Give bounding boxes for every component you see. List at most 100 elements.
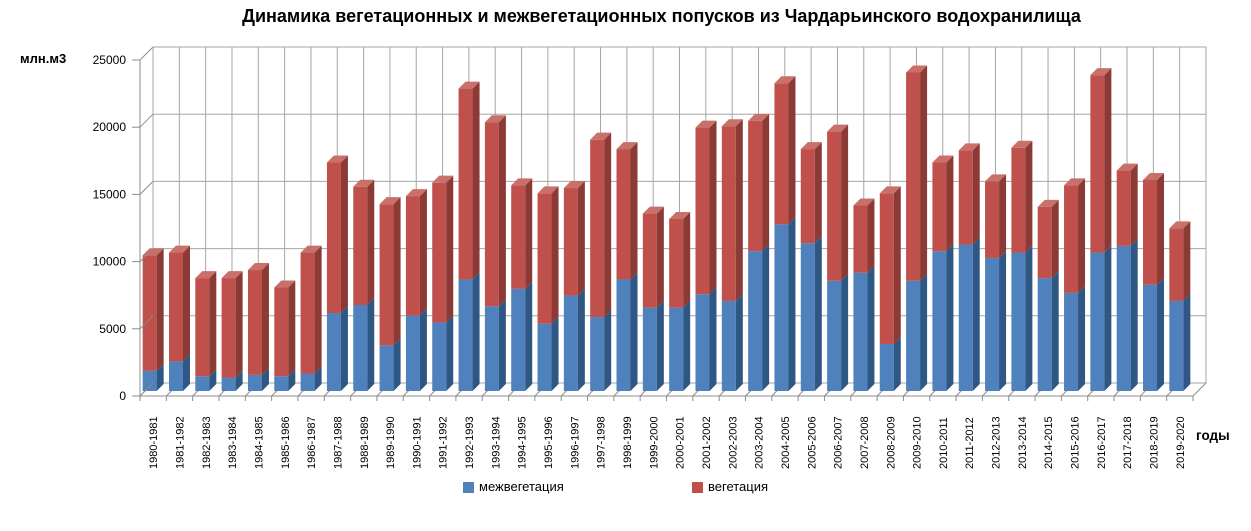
intervegetation-bar-segment	[221, 377, 236, 391]
vegetation-bar-top	[405, 189, 427, 197]
bar-2010-2011	[932, 155, 954, 391]
x-category-label: 1991-1992	[438, 416, 450, 469]
intervegetation-bar-segment	[642, 307, 657, 391]
vegetation-bar-side	[314, 245, 322, 374]
bar-1984-1985	[247, 263, 269, 391]
vegetation-bar-segment	[827, 131, 842, 281]
intervegetation-bar-segment	[247, 374, 262, 391]
bar-1993-1994	[484, 115, 506, 391]
intervegetation-bar-segment	[695, 294, 710, 391]
intervegetation-bar-segment	[1090, 252, 1105, 391]
x-category-label: 2001-2002	[701, 416, 713, 469]
bar-2011-2012	[958, 143, 980, 391]
bar-2019-2020	[1169, 221, 1191, 391]
vegetation-bar-segment	[247, 270, 262, 375]
intervegetation-bar-side	[551, 316, 559, 391]
intervegetation-bar-side	[1157, 277, 1165, 391]
intervegetation-bar-segment	[326, 313, 341, 391]
vegetation-bar-side	[814, 142, 822, 244]
intervegetation-bar-segment	[405, 315, 420, 391]
bar-1997-1998	[590, 132, 612, 391]
intervegetation-bar-segment	[853, 272, 868, 391]
intervegetation-bar-side	[867, 265, 875, 391]
bar-1981-1982	[168, 245, 190, 391]
bar-2002-2003	[721, 119, 743, 391]
intervegetation-bar-segment	[1143, 284, 1158, 391]
intervegetation-bar-segment	[511, 288, 526, 391]
vegetation-bar-side	[498, 115, 506, 307]
vegetation-bar-segment	[537, 193, 552, 324]
bar-2008-2009	[879, 186, 901, 391]
intervegetation-bar-segment	[800, 243, 815, 391]
bar-1988-1989	[353, 179, 375, 391]
vegetation-bar-top	[590, 132, 612, 140]
bar-2000-2001	[669, 211, 691, 391]
intervegetation-bar-side	[1104, 245, 1112, 391]
y-tick-label: 20000	[93, 120, 127, 134]
intervegetation-bar-side	[261, 367, 269, 391]
intervegetation-bar-side	[920, 273, 928, 391]
intervegetation-bar-segment	[669, 307, 684, 391]
vegetation-bar-side	[340, 155, 348, 314]
vegetation-bar-segment	[1011, 147, 1026, 253]
vegetation-bar-top	[195, 271, 217, 279]
vegetation-bar-segment	[642, 213, 657, 308]
x-category-label: 2000-2001	[675, 416, 687, 469]
x-category-label: 2009-2010	[912, 416, 924, 469]
bars	[142, 65, 1191, 391]
intervegetation-bar-segment	[142, 370, 157, 391]
intervegetation-bar-side	[393, 338, 401, 391]
y-grid-connector	[139, 46, 154, 61]
x-category-label: 2007-2008	[859, 416, 871, 469]
intervegetation-bar-side	[946, 244, 954, 391]
vegetation-bar-segment	[1116, 170, 1131, 246]
bar-2014-2015	[1037, 199, 1059, 391]
bar-1990-1991	[405, 189, 427, 391]
intervegetation-bar-segment	[563, 295, 578, 391]
vegetation-bar-side	[419, 189, 427, 316]
vegetation-bar-segment	[879, 193, 894, 344]
intervegetation-bar-side	[762, 244, 770, 391]
vegetation-bar-side	[551, 186, 559, 324]
bar-2012-2013	[985, 174, 1007, 391]
vegetation-bar-segment	[195, 278, 210, 377]
vegetation-bar-top	[458, 81, 480, 89]
bar-2013-2014	[1011, 140, 1033, 391]
bar-1985-1986	[274, 280, 296, 391]
vegetation-bar-segment	[906, 72, 921, 281]
intervegetation-bar-side	[314, 366, 322, 391]
intervegetation-bar-side	[156, 363, 164, 391]
y-grid-connector	[139, 315, 154, 330]
vegetation-bar-side	[235, 271, 243, 378]
x-category-label: 1992-1993	[464, 416, 476, 469]
x-category-label: 1995-1996	[543, 416, 555, 469]
bar-1991-1992	[432, 175, 454, 391]
vegetation-bar-top	[695, 120, 717, 128]
intervegetation-bar-side	[340, 306, 348, 391]
x-category-label: 2010-2011	[938, 417, 950, 469]
vegetation-bar-side	[1183, 221, 1191, 301]
x-category-label: 2005-2006	[806, 416, 818, 469]
bar-2016-2017	[1090, 68, 1112, 391]
x-category-label: 1988-1989	[359, 416, 371, 469]
vegetation-bar-segment	[721, 126, 736, 301]
vegetation-bar-top	[221, 271, 243, 279]
intervegetation-bar-side	[472, 272, 480, 391]
vegetation-bar-segment	[1090, 75, 1105, 253]
vegetation-bar-top	[827, 124, 849, 132]
vegetation-bar-top	[353, 179, 375, 187]
vegetation-bar-side	[972, 143, 980, 245]
front-axis	[132, 46, 1194, 401]
vegetation-bar-top	[774, 76, 796, 84]
x-category-label: 1987-1988	[332, 416, 344, 469]
x-category-label: 2004-2005	[780, 416, 792, 469]
floor-diagonal	[1192, 382, 1207, 397]
vegetation-bar-segment	[1064, 185, 1079, 293]
intervegetation-bar-segment	[353, 304, 368, 391]
x-axis-title: годы	[1196, 428, 1230, 443]
bar-2009-2010	[906, 65, 928, 391]
intervegetation-bar-side	[446, 315, 454, 391]
bar-1994-1995	[511, 178, 533, 391]
bar-2003-2004	[748, 113, 770, 391]
